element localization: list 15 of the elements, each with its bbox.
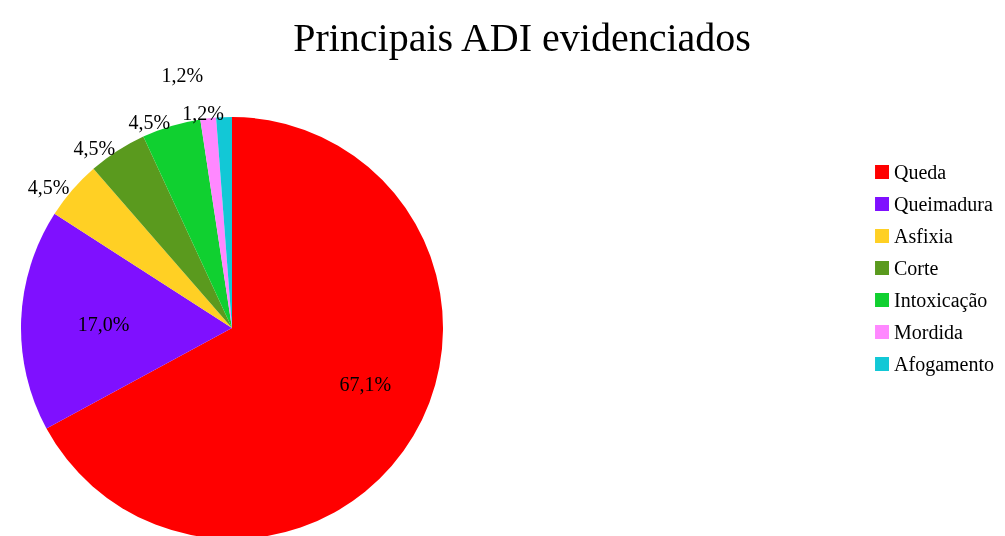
legend-label: Afogamento — [894, 353, 995, 376]
legend-label: Intoxicação — [894, 289, 988, 312]
legend-label: Queimadura — [894, 193, 993, 215]
data-label: 4,5% — [73, 136, 116, 159]
data-label: 1,2% — [161, 63, 204, 86]
data-label: 1,2% — [182, 102, 224, 125]
legend-label: Corte — [894, 257, 939, 279]
legend-label: Queda — [894, 161, 947, 183]
legend-label: Asfixia — [894, 225, 954, 247]
chart-title: Principais ADI evidenciados — [293, 14, 751, 60]
data-label: 17,0% — [77, 312, 130, 335]
legend-label: Mordida — [894, 321, 964, 343]
data-label: 67,1% — [339, 372, 392, 395]
data-label: 4,5% — [128, 111, 171, 134]
data-label: 4,5% — [27, 176, 70, 199]
